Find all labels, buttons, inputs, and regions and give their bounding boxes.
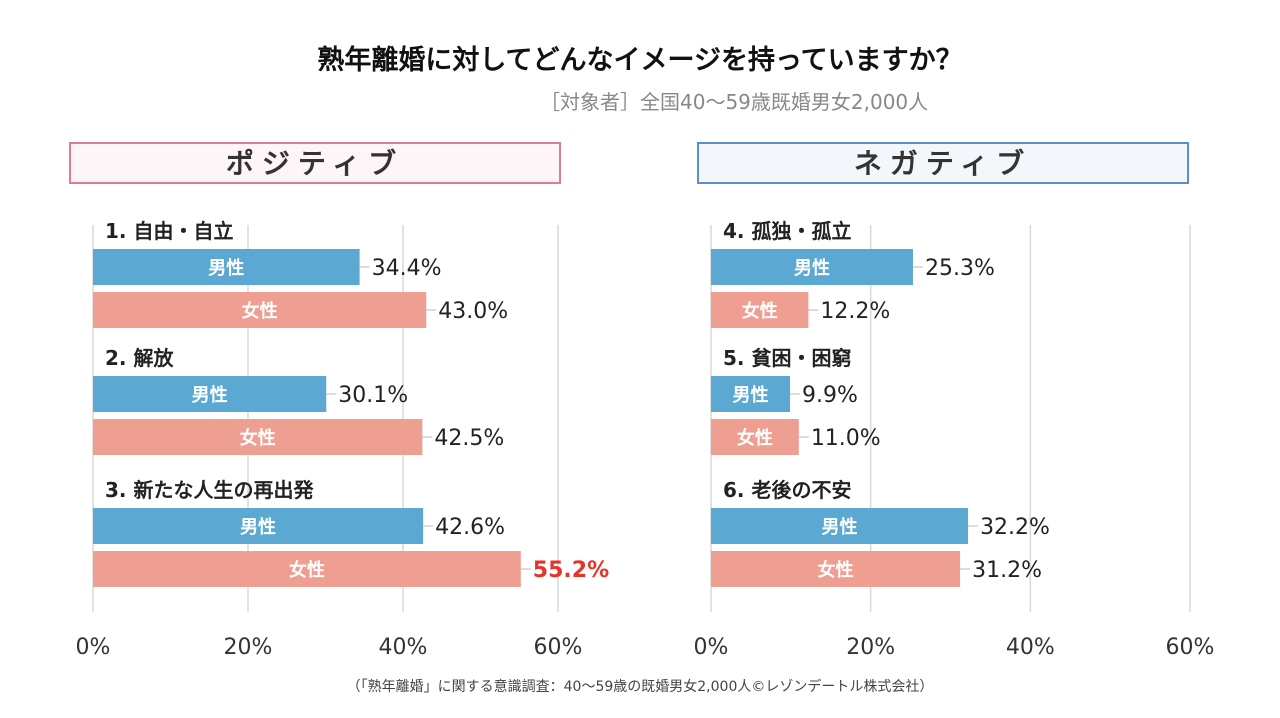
bar-male — [711, 249, 913, 285]
x-tick-label: 20% — [224, 635, 273, 660]
bar-female — [711, 551, 961, 587]
chart-subtitle: ［対象者］全国40～59歳既婚男女2,000人 — [540, 90, 929, 114]
chart-title: 熟年離婚に対してどんなイメージを持っていますか？ — [317, 45, 963, 76]
data-label: 30.1% — [338, 383, 408, 408]
bar-female — [711, 419, 799, 455]
bar-female — [711, 292, 809, 328]
data-label: 11.0% — [811, 426, 881, 451]
bar-series-label: 女性 — [242, 300, 278, 322]
x-tick-label: 20% — [846, 635, 895, 660]
negative-panel-header: ネガティブ — [697, 142, 1189, 184]
source-footer: （「熟年離婚」に関する意識調査：40～59歳の既婚男女2,000人©レゾンデート… — [346, 679, 934, 695]
group-label: 5. 貧困・困窮 — [723, 346, 851, 370]
data-label: 42.6% — [435, 515, 505, 540]
bar-series-label: 男性 — [794, 257, 830, 279]
data-label: 55.2% — [533, 558, 609, 583]
bar-series-label: 女性 — [742, 300, 778, 322]
x-tick-label: 0% — [694, 635, 729, 660]
bar-male — [711, 376, 791, 412]
bar-series-label: 女性 — [737, 427, 773, 449]
data-label: 34.4% — [372, 256, 442, 281]
x-tick-label: 40% — [379, 635, 428, 660]
bar-series-label: 男性 — [733, 384, 769, 406]
bar-series-label: 男性 — [822, 516, 858, 538]
bar-series-label: 男性 — [192, 384, 228, 406]
bar-series-label: 女性 — [289, 559, 325, 581]
x-tick-label: 0% — [76, 635, 111, 660]
bar-female — [93, 419, 423, 455]
bar-series-label: 女性 — [240, 427, 276, 449]
group-label: 6. 老後の不安 — [723, 478, 851, 502]
data-label: 32.2% — [980, 515, 1050, 540]
positive-panel-header: ポジティブ — [69, 142, 561, 184]
data-label: 43.0% — [438, 299, 508, 324]
bar-series-label: 男性 — [240, 516, 276, 538]
bar-male — [93, 249, 360, 285]
x-tick-label: 60% — [534, 635, 583, 660]
data-label: 31.2% — [972, 558, 1042, 583]
group-label: 1. 自由・自立 — [105, 219, 233, 243]
bar-male — [711, 508, 969, 544]
data-label: 12.2% — [820, 299, 890, 324]
x-tick-label: 60% — [1166, 635, 1215, 660]
bar-female — [93, 551, 521, 587]
bar-series-label: 女性 — [818, 559, 854, 581]
x-tick-label: 40% — [1006, 635, 1055, 660]
bar-male — [93, 376, 327, 412]
group-label: 2. 解放 — [105, 346, 174, 370]
data-label: 25.3% — [925, 256, 995, 281]
group-label: 3. 新たな人生の再出発 — [105, 478, 314, 502]
data-label: 9.9% — [802, 383, 858, 408]
bar-male — [93, 508, 424, 544]
bar-female — [93, 292, 427, 328]
group-label: 4. 孤独・孤立 — [723, 219, 851, 243]
data-label: 42.5% — [434, 426, 504, 451]
bar-series-label: 男性 — [208, 257, 244, 279]
